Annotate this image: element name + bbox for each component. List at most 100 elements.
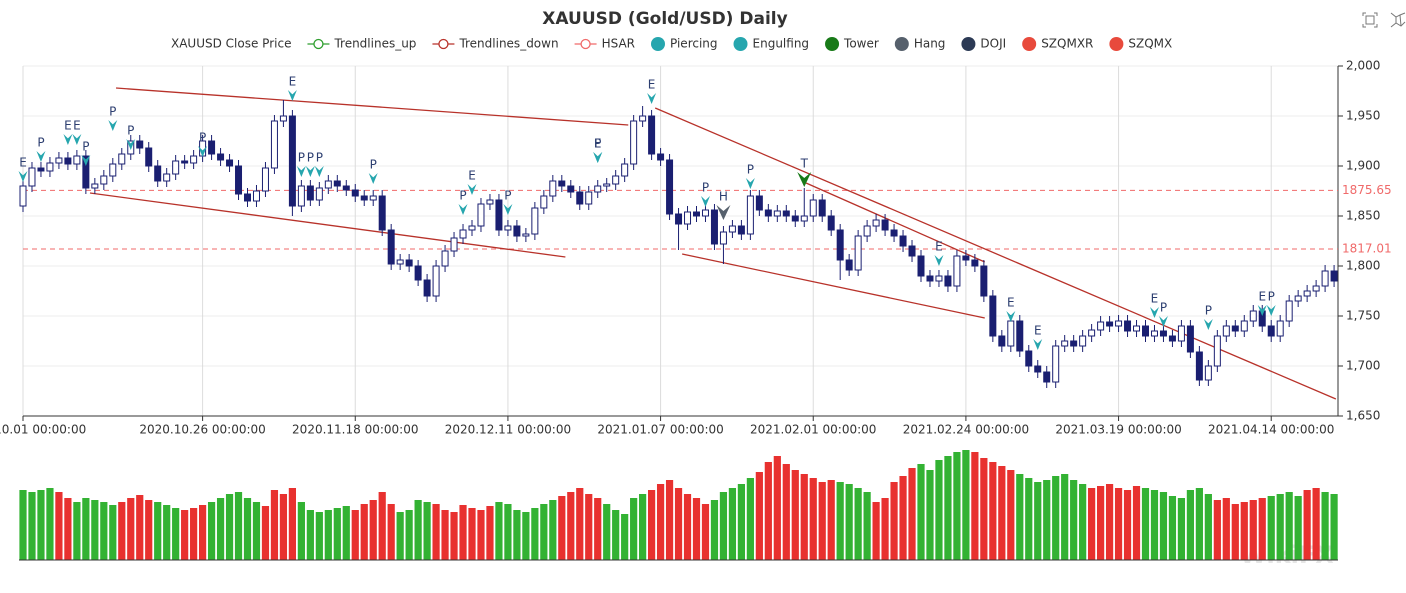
volume-bar — [1105, 484, 1114, 560]
x-tick-label: 2021.02.24 00:00:00 — [903, 423, 1029, 437]
candle-body — [881, 219, 889, 231]
candle-body — [1195, 351, 1203, 381]
legend-label[interactable]: Engulfing — [753, 37, 810, 51]
candle-body — [55, 157, 63, 164]
legend-item[interactable]: Piercing — [651, 37, 718, 52]
volume-bar — [1330, 494, 1338, 560]
legend-symbol — [580, 38, 591, 50]
signal-marker — [18, 171, 28, 182]
legend-label[interactable]: Hang — [914, 37, 946, 51]
volume-bar — [333, 508, 341, 560]
legend-item[interactable]: Hang — [894, 37, 946, 52]
candle-body — [1070, 340, 1078, 347]
candle-body — [504, 225, 512, 231]
candle-body — [208, 140, 216, 155]
legend-label[interactable]: SZQMXR — [1041, 37, 1093, 51]
volume-bar — [1052, 476, 1060, 560]
volume-bar — [1123, 490, 1132, 560]
volume-bar — [396, 512, 404, 560]
legend-item[interactable]: Trendlines_down — [432, 37, 559, 51]
legend-label[interactable]: HSAR — [602, 37, 635, 51]
legend-item[interactable]: Trendlines_up — [307, 37, 416, 51]
volume-bar — [172, 508, 180, 560]
volume-bar — [432, 504, 440, 560]
candle-body — [297, 185, 305, 207]
legend-item[interactable]: Tower — [825, 37, 879, 52]
legend-label[interactable]: SZQMX — [1128, 37, 1172, 51]
zoom-icon[interactable] — [1362, 12, 1378, 28]
volume-bar — [639, 494, 647, 560]
candle-body — [1061, 340, 1069, 347]
legend-label[interactable]: Piercing — [670, 37, 718, 51]
toolbox-restore[interactable] — [1390, 12, 1406, 28]
volume-bar — [1276, 494, 1284, 560]
volume-bar — [1097, 486, 1105, 560]
volume-bar — [324, 510, 332, 560]
candle-body — [351, 189, 359, 197]
candle-body — [82, 155, 90, 189]
legend-item[interactable]: DOJI — [961, 37, 1006, 52]
signal-label: E — [19, 156, 27, 170]
toolbox-zoom[interactable] — [1362, 12, 1378, 28]
restore-icon[interactable] — [1390, 12, 1406, 28]
volume-bar — [854, 488, 862, 560]
legend-label[interactable]: Trendlines_down — [458, 37, 558, 51]
volume-bar — [701, 504, 710, 560]
volume-bar — [109, 505, 117, 560]
volume-bar — [82, 498, 90, 560]
volume-bar — [603, 504, 611, 560]
candle-body — [737, 225, 745, 235]
candle-body — [1115, 320, 1123, 327]
volume-bar — [163, 505, 171, 560]
legend-symbol — [438, 38, 449, 50]
candle-body — [1303, 290, 1311, 297]
volume-bar — [1043, 480, 1051, 560]
candle-body — [612, 175, 620, 185]
candle-body — [540, 195, 548, 209]
volume-bar — [540, 504, 548, 560]
volume-bar — [674, 488, 683, 560]
candle-body — [1133, 325, 1141, 332]
volume-bar — [971, 452, 979, 560]
volume-bar — [621, 514, 629, 560]
volume-bar — [306, 510, 314, 560]
trendline — [89, 192, 566, 258]
legend-item[interactable]: HSAR — [574, 37, 635, 51]
signal-marker — [305, 166, 315, 177]
candle-body — [468, 225, 476, 231]
signal-label: P — [702, 181, 709, 195]
candle-body — [1025, 350, 1033, 367]
signal-marker — [126, 139, 136, 150]
volume-bar — [387, 504, 395, 560]
signal-marker — [503, 204, 513, 215]
candle-body — [1240, 320, 1248, 332]
legend-label[interactable]: XAUUSD Close Price — [171, 37, 291, 51]
candle-body — [513, 225, 521, 237]
legend-item[interactable]: SZQMXR — [1022, 37, 1093, 52]
candle-body — [477, 203, 485, 227]
volume-bar — [845, 484, 853, 560]
candle-body — [890, 229, 898, 237]
volume-bar — [55, 492, 63, 560]
candle-body — [163, 173, 171, 182]
legend-label[interactable]: DOJI — [980, 37, 1006, 51]
legend-label[interactable]: Trendlines_up — [333, 37, 416, 51]
volume-bar — [207, 502, 216, 560]
volume-bar — [746, 478, 754, 560]
legend-item[interactable]: XAUUSD Close Price — [171, 37, 291, 51]
candle-body — [405, 259, 413, 267]
candle-body — [19, 185, 27, 207]
candle-body — [827, 215, 835, 231]
legend-symbol — [1022, 37, 1037, 51]
signal-label: T — [800, 157, 809, 171]
candle-body — [594, 185, 602, 193]
candle-body — [818, 199, 826, 217]
candle-body — [944, 275, 952, 287]
volume-bar — [468, 508, 476, 560]
legend-item[interactable]: SZQMX — [1109, 37, 1172, 52]
volume-bar — [531, 508, 539, 560]
legend-item[interactable]: Engulfing — [733, 37, 810, 52]
legend-label[interactable]: Tower — [843, 37, 879, 51]
volume-bar — [567, 492, 575, 560]
candle-body — [899, 235, 907, 247]
